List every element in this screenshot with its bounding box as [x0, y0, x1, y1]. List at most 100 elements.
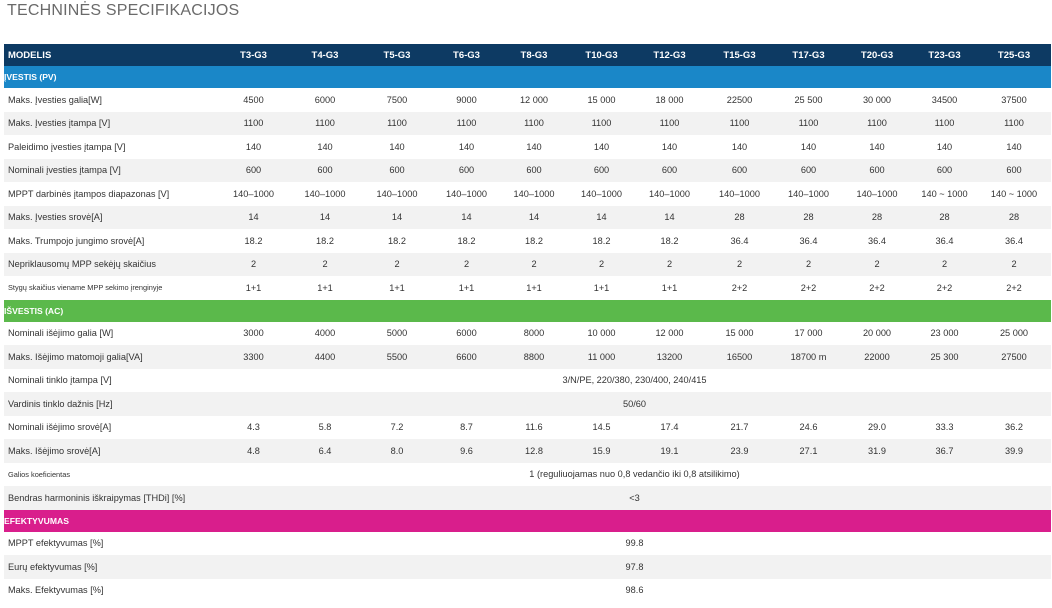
row-label: Maks. Įvesties srovė[A]: [4, 205, 218, 229]
cell-value: 5000: [361, 321, 433, 345]
cell-value-span: 50/60: [218, 392, 1051, 416]
cell-value: 140: [218, 135, 289, 159]
cell-value: 600: [568, 158, 635, 182]
cell-value: 6.4: [289, 439, 361, 463]
table-row: Maks. Įvesties įtampa [V] 1100 1100 1100 110…: [4, 111, 1051, 135]
cell-value: 17 000: [775, 321, 842, 345]
cell-value: 12.8: [500, 439, 568, 463]
cell-value: 28: [912, 205, 977, 229]
cell-value: 2: [361, 252, 433, 276]
cell-value: 600: [775, 158, 842, 182]
cell-value: 140–1000: [568, 182, 635, 206]
cell-value: 2: [218, 252, 289, 276]
cell-value: 3000: [218, 321, 289, 345]
cell-value: 18.2: [218, 229, 289, 253]
cell-value: 36.4: [704, 229, 775, 253]
cell-value: 1+1: [289, 276, 361, 300]
cell-value: 20 000: [842, 321, 912, 345]
table-row: Nominali tinklo įtampa [V] 3/N/PE, 220/38…: [4, 368, 1051, 392]
cell-value: 2: [912, 252, 977, 276]
section-output: IŠVESTIS (AC): [4, 299, 1051, 322]
cell-value: 36.4: [912, 229, 977, 253]
cell-value: 600: [912, 158, 977, 182]
section-output-title: IŠVESTIS (AC): [4, 299, 1051, 322]
cell-value: 140: [361, 135, 433, 159]
cell-value: 37500: [977, 88, 1051, 112]
table-row: Maks. Išėjimo srovė[A] 4.8 6.4 8.0 9.6 12.8 15…: [4, 439, 1051, 463]
table-row: Nominali įvesties įtampa [V] 600 600 600 600…: [4, 158, 1051, 182]
cell-value: 1100: [775, 111, 842, 135]
cell-value: 5500: [361, 345, 433, 369]
cell-value: 1100: [842, 111, 912, 135]
cell-value: 18.2: [361, 229, 433, 253]
row-label: Nominali išėjimo galia [W]: [4, 321, 218, 345]
cell-value: 22000: [842, 345, 912, 369]
table-row: Nominali išėjimo srovė[A] 4.3 5.8 7.2 8.7 11.…: [4, 415, 1051, 439]
cell-value: 18.2: [289, 229, 361, 253]
cell-value: 28: [775, 205, 842, 229]
cell-value: 1100: [912, 111, 977, 135]
cell-value: 600: [361, 158, 433, 182]
cell-value: 2+2: [842, 276, 912, 300]
cell-value-span: 97.8: [218, 555, 1051, 579]
cell-value: 4400: [289, 345, 361, 369]
header-model: T4-G3: [289, 44, 361, 66]
cell-value-span: 3/N/PE, 220/380, 230/400, 240/415: [218, 368, 1051, 392]
cell-value: 600: [218, 158, 289, 182]
section-input-title: ĮVESTIS (PV): [4, 66, 1051, 88]
row-label: Maks. Įvesties galia[W]: [4, 88, 218, 112]
header-model: T17-G3: [775, 44, 842, 66]
cell-value: 8000: [500, 321, 568, 345]
row-label: MPPT darbinės įtampos diapazonas [V]: [4, 182, 218, 206]
cell-value: 14: [500, 205, 568, 229]
table-row: Maks. Išėjimo matomoji galia[VA] 3300 4400…: [4, 345, 1051, 369]
section-input: ĮVESTIS (PV): [4, 66, 1051, 88]
cell-value: 1100: [977, 111, 1051, 135]
cell-value: 18700 m: [775, 345, 842, 369]
cell-value: 600: [977, 158, 1051, 182]
cell-value: 2: [842, 252, 912, 276]
cell-value: 14: [361, 205, 433, 229]
cell-value: 1+1: [500, 276, 568, 300]
header-model: T25-G3: [977, 44, 1051, 66]
spec-table: MODELIS T3-G3 T4-G3 T5-G3 T6-G3 T8-G3 T10-G3 T…: [4, 44, 1051, 602]
cell-value: 2: [635, 252, 704, 276]
cell-value: 140: [912, 135, 977, 159]
cell-value: 8800: [500, 345, 568, 369]
cell-value: 600: [500, 158, 568, 182]
table-row: Stygų skaičius viename MPP sekimo įrengi…: [4, 276, 1051, 300]
cell-value: 25 500: [775, 88, 842, 112]
row-label: Nominali įvesties įtampa [V]: [4, 158, 218, 182]
header-model: T15-G3: [704, 44, 775, 66]
cell-value: 600: [842, 158, 912, 182]
cell-value: 140: [977, 135, 1051, 159]
cell-value: 28: [704, 205, 775, 229]
cell-value: 36.2: [977, 415, 1051, 439]
row-label: Vardinis tinklo dažnis [Hz]: [4, 392, 218, 416]
cell-value: 140–1000: [433, 182, 500, 206]
cell-value: 2: [289, 252, 361, 276]
cell-value: 11 000: [568, 345, 635, 369]
table-row: Paleidimo įvesties įtampa [V] 140 140 140 14…: [4, 135, 1051, 159]
cell-value: 19.1: [635, 439, 704, 463]
table-row: Maks. Efektyvumas [%] 98.6: [4, 578, 1051, 602]
cell-value: 1100: [704, 111, 775, 135]
cell-value: 3300: [218, 345, 289, 369]
header-model: T5-G3: [361, 44, 433, 66]
row-label: Bendras harmoninis iškraipymas [THDi] [%…: [4, 486, 218, 510]
header-model: T10-G3: [568, 44, 635, 66]
cell-value: 140–1000: [361, 182, 433, 206]
cell-value-span: 99.8: [218, 531, 1051, 555]
cell-value: 15.9: [568, 439, 635, 463]
cell-value: 2: [704, 252, 775, 276]
cell-value: 18.2: [568, 229, 635, 253]
cell-value: 600: [704, 158, 775, 182]
cell-value: 14: [635, 205, 704, 229]
cell-value: 13200: [635, 345, 704, 369]
cell-value: 140: [289, 135, 361, 159]
cell-value: 1100: [361, 111, 433, 135]
cell-value: 29.0: [842, 415, 912, 439]
section-efficiency-title: EFEKTYVUMAS: [4, 509, 1051, 532]
table-row: MPPT efektyvumas [%] 99.8: [4, 531, 1051, 555]
cell-value: 140–1000: [218, 182, 289, 206]
